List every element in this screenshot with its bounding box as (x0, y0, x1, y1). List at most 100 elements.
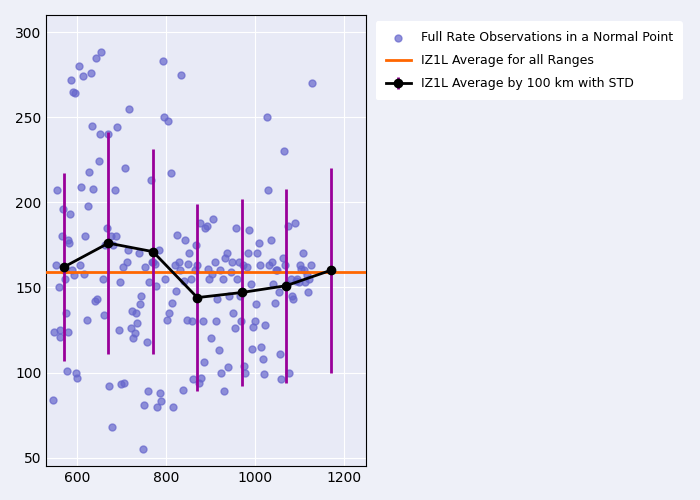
Full Rate Observations in a Normal Point (251, 300, 262, 308)
Full Rate Observations in a Normal Point (81, 316, 92, 324)
Full Rate Observations in a Normal Point (307, 79, 318, 87)
Full Rate Observations in a Normal Point (169, 262, 181, 270)
Full Rate Observations in a Normal Point (270, 266, 281, 274)
Full Rate Observations in a Normal Point (63, 328, 74, 336)
Full Rate Observations in a Normal Point (300, 278, 311, 286)
Full Rate Observations in a Normal Point (284, 368, 295, 376)
Full Rate Observations in a Normal Point (282, 222, 293, 230)
Full Rate Observations in a Normal Point (57, 205, 69, 213)
Full Rate Observations in a Normal Point (66, 76, 77, 84)
Full Rate Observations in a Normal Point (218, 387, 230, 395)
Full Rate Observations in a Normal Point (297, 250, 308, 258)
Full Rate Observations in a Normal Point (137, 445, 148, 453)
Full Rate Observations in a Normal Point (164, 309, 175, 317)
Full Rate Observations in a Normal Point (302, 288, 314, 296)
Full Rate Observations in a Normal Point (158, 113, 169, 121)
Full Rate Observations in a Normal Point (239, 368, 251, 376)
Full Rate Observations in a Normal Point (213, 346, 224, 354)
Full Rate Observations in a Normal Point (298, 266, 309, 274)
Full Rate Observations in a Normal Point (223, 364, 234, 372)
Full Rate Observations in a Normal Point (295, 264, 307, 272)
Full Rate Observations in a Normal Point (58, 266, 69, 274)
Full Rate Observations in a Normal Point (241, 263, 252, 271)
Full Rate Observations in a Normal Point (127, 334, 139, 342)
Full Rate Observations in a Normal Point (146, 258, 158, 266)
Full Rate Observations in a Normal Point (285, 275, 296, 283)
Full Rate Observations in a Normal Point (64, 239, 75, 247)
Full Rate Observations in a Normal Point (183, 260, 194, 268)
Legend: Full Rate Observations in a Normal Point, IZ1L Average for all Ranges, IZ1L Aver: Full Rate Observations in a Normal Point… (376, 21, 682, 100)
Full Rate Observations in a Normal Point (204, 275, 215, 283)
Full Rate Observations in a Normal Point (118, 378, 130, 386)
Full Rate Observations in a Normal Point (106, 423, 118, 431)
Full Rate Observations in a Normal Point (253, 239, 265, 247)
Full Rate Observations in a Normal Point (180, 236, 191, 244)
Full Rate Observations in a Normal Point (101, 224, 112, 232)
Full Rate Observations in a Normal Point (157, 57, 168, 65)
Full Rate Observations in a Normal Point (193, 378, 204, 386)
Full Rate Observations in a Normal Point (68, 272, 79, 280)
Full Rate Observations in a Normal Point (242, 250, 253, 258)
Full Rate Observations in a Normal Point (141, 338, 153, 346)
Full Rate Observations in a Normal Point (225, 268, 237, 276)
Full Rate Observations in a Normal Point (217, 275, 228, 283)
Full Rate Observations in a Normal Point (267, 280, 279, 288)
Full Rate Observations in a Normal Point (267, 258, 278, 266)
Full Rate Observations in a Normal Point (139, 401, 150, 409)
Full Rate Observations in a Normal Point (130, 309, 141, 317)
Full Rate Observations in a Normal Point (136, 292, 147, 300)
Full Rate Observations in a Normal Point (269, 298, 280, 306)
Full Rate Observations in a Normal Point (265, 236, 276, 244)
Full Rate Observations in a Normal Point (216, 368, 227, 376)
Full Rate Observations in a Normal Point (85, 69, 97, 77)
Full Rate Observations in a Normal Point (234, 292, 246, 300)
Full Rate Observations in a Normal Point (67, 88, 78, 96)
Full Rate Observations in a Normal Point (78, 270, 90, 278)
Full Rate Observations in a Normal Point (279, 147, 290, 155)
Full Rate Observations in a Normal Point (293, 278, 304, 286)
Full Rate Observations in a Normal Point (199, 224, 211, 232)
Full Rate Observations in a Normal Point (257, 355, 268, 363)
Full Rate Observations in a Normal Point (290, 276, 302, 284)
Full Rate Observations in a Normal Point (277, 254, 288, 262)
Full Rate Observations in a Normal Point (258, 370, 270, 378)
Full Rate Observations in a Normal Point (176, 70, 187, 78)
Full Rate Observations in a Normal Point (228, 309, 239, 317)
Full Rate Observations in a Normal Point (134, 300, 146, 308)
Full Rate Observations in a Normal Point (260, 321, 271, 329)
Full Rate Observations in a Normal Point (262, 186, 274, 194)
Full Rate Observations in a Normal Point (114, 278, 125, 286)
Full Rate Observations in a Normal Point (276, 376, 287, 384)
Full Rate Observations in a Normal Point (226, 258, 237, 266)
Full Rate Observations in a Normal Point (289, 218, 300, 226)
Full Rate Observations in a Normal Point (120, 164, 131, 172)
Full Rate Observations in a Normal Point (189, 266, 200, 274)
Full Rate Observations in a Normal Point (88, 184, 99, 192)
Full Rate Observations in a Normal Point (305, 262, 316, 270)
Full Rate Observations in a Normal Point (188, 376, 199, 384)
Full Rate Observations in a Normal Point (245, 280, 256, 288)
Full Rate Observations in a Normal Point (48, 328, 60, 336)
Full Rate Observations in a Normal Point (64, 210, 76, 218)
Full Rate Observations in a Normal Point (264, 262, 275, 270)
Full Rate Observations in a Normal Point (236, 318, 247, 326)
Full Rate Observations in a Normal Point (221, 250, 232, 258)
Full Rate Observations in a Normal Point (121, 258, 132, 266)
Full Rate Observations in a Normal Point (116, 380, 127, 388)
Full Rate Observations in a Normal Point (301, 272, 312, 280)
Full Rate Observations in a Normal Point (142, 387, 153, 395)
Full Rate Observations in a Normal Point (173, 258, 184, 266)
Full Rate Observations in a Normal Point (178, 276, 190, 284)
Full Rate Observations in a Normal Point (108, 241, 119, 249)
Full Rate Observations in a Normal Point (93, 158, 104, 166)
Full Rate Observations in a Normal Point (127, 307, 138, 315)
Full Rate Observations in a Normal Point (205, 334, 216, 342)
Full Rate Observations in a Normal Point (196, 374, 207, 382)
Full Rate Observations in a Normal Point (73, 62, 84, 70)
Full Rate Observations in a Normal Point (211, 296, 223, 304)
Full Rate Observations in a Normal Point (185, 275, 196, 283)
Full Rate Observations in a Normal Point (71, 368, 82, 376)
Full Rate Observations in a Normal Point (117, 263, 128, 271)
Full Rate Observations in a Normal Point (155, 398, 167, 406)
Full Rate Observations in a Normal Point (99, 310, 110, 318)
